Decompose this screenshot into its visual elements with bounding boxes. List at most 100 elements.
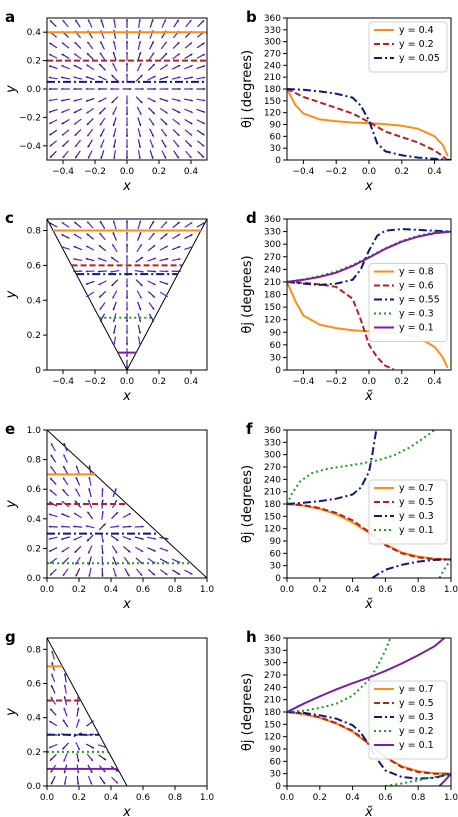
x-tick-label: 0.8	[168, 793, 183, 803]
legend-label: y = 0.7	[399, 684, 434, 695]
quiver-arrow-head	[99, 123, 103, 126]
y-tick-label: 30	[270, 353, 282, 363]
x-axis-label: x	[122, 597, 131, 612]
y-tick-label: 330	[264, 26, 281, 36]
quiver-arrow-head	[110, 87, 113, 91]
quiver-arrow-head	[101, 510, 104, 514]
legend-label: y = 0.3	[399, 511, 434, 522]
quiver-arrow-head	[203, 87, 206, 91]
quiver-arrow-head	[177, 572, 181, 575]
quiver-arrow-head	[138, 331, 141, 334]
x-axis-label: x	[122, 179, 131, 194]
y-tick-label: 300	[264, 38, 281, 48]
legend-label: y = 0.55	[399, 295, 440, 306]
x-tick-label: 0.4	[184, 377, 199, 387]
series-line-3-wrap	[438, 558, 451, 578]
quiver-arrow-head	[177, 110, 181, 113]
y-tick-label: 0.6	[27, 679, 42, 689]
quiver-arrow-head	[88, 499, 91, 503]
quiver-arrow-head	[189, 155, 192, 158]
quiver-arrow-head	[73, 258, 76, 261]
legend-label: y = 0.5	[399, 497, 434, 508]
quiver-arrow-head	[51, 650, 54, 654]
x-axis-label: x̃	[364, 805, 373, 817]
quiver-arrow-head	[113, 19, 116, 22]
legend-label: y = 0.5	[399, 698, 434, 709]
x-tick-label: 0.0	[362, 377, 377, 387]
quiver-arrow-head	[63, 465, 66, 469]
quiver-arrow-head	[113, 343, 116, 346]
y-tick-label: 30	[270, 144, 282, 154]
quiver-arrow-head	[85, 87, 88, 91]
quiver-arrow-head	[111, 100, 114, 104]
x-tick-label: 0.6	[378, 585, 393, 595]
y-tick-label: 330	[264, 438, 281, 448]
y-tick-label: 0	[275, 782, 281, 792]
y-tick-label: 0.2	[27, 544, 41, 554]
quiver-arrow-head	[63, 442, 66, 446]
y-tick-label: 120	[264, 525, 281, 535]
quiver-arrow-head	[114, 500, 117, 503]
quiver-arrow-head	[49, 144, 53, 147]
quiver-arrow-head	[164, 41, 167, 45]
quiver-arrow-head	[61, 121, 65, 125]
y-tick-label: 360	[264, 634, 281, 644]
quiver-arrow-head	[85, 99, 89, 102]
quiver-arrow-head	[49, 745, 52, 749]
quiver-arrow-head	[125, 343, 129, 346]
panel-letter-b: b	[246, 8, 257, 26]
quiver-arrow-head	[75, 477, 78, 480]
quiver-arrow-head	[165, 282, 169, 285]
quiver-arrow-head	[202, 121, 205, 124]
quiver-arrow-head	[201, 155, 205, 158]
quiver-arrow-head	[125, 296, 129, 299]
y-axis-label: θj (degrees)	[240, 255, 255, 333]
quiver-arrow-head	[48, 110, 52, 113]
quiver-arrow-head	[189, 121, 193, 125]
x-tick-label: −0.4	[292, 377, 314, 387]
quiver-arrow-head	[125, 331, 129, 334]
axes-frame	[46, 637, 208, 787]
x-tick-label: 0.6	[136, 793, 151, 803]
quiver-arrow-head	[89, 782, 93, 785]
x-tick-label: 0.4	[427, 377, 442, 387]
quiver-arrow-head	[125, 308, 129, 311]
legend-box	[368, 21, 448, 73]
quiver-arrow-head	[165, 245, 168, 249]
x-tick-label: 0.2	[152, 377, 166, 387]
quiver-arrow-head	[125, 243, 129, 246]
quiver-arrow-head	[73, 76, 76, 79]
quiver-arrow-head	[50, 708, 53, 712]
quiver-arrow-head	[86, 245, 89, 249]
quiver-arrow-head	[190, 87, 194, 91]
quiver-arrow-head	[177, 234, 181, 237]
quiver-arrow-head	[152, 111, 155, 115]
y-tick-label: 0	[275, 366, 281, 376]
y-tick-label: 180	[264, 500, 281, 510]
y-tick-label: 30	[270, 562, 282, 572]
y-axis-label: θj (degrees)	[240, 673, 255, 751]
quiver-arrow-head	[139, 573, 143, 576]
y-tick-label: 150	[264, 720, 281, 730]
quiver-arrow-head	[125, 285, 129, 288]
quiver-arrow-head	[97, 270, 101, 273]
quiver-arrow-head	[100, 19, 103, 22]
quiver-arrow-head	[85, 270, 88, 273]
quiver-arrow-head	[111, 257, 114, 260]
quiver-arrow-head	[75, 562, 78, 565]
x-tick-label: 0.0	[120, 377, 135, 387]
quiver-arrow-head	[151, 41, 154, 44]
x-tick-label: 0.4	[184, 167, 199, 177]
quiver-arrow-head	[189, 133, 193, 136]
quiver-arrow-head	[61, 222, 65, 225]
y-tick-label: 270	[264, 50, 281, 60]
quiver-arrow-head	[190, 99, 193, 102]
quiver-arrow-head	[190, 246, 193, 249]
quiver-arrow-head	[99, 111, 102, 115]
series-line-4-wrap	[438, 773, 451, 786]
quiver-arrow-head	[87, 511, 90, 515]
quiver-arrow-head	[63, 454, 66, 457]
quiver-arrow-head	[74, 122, 77, 125]
quiver-arrow-head	[100, 134, 103, 137]
